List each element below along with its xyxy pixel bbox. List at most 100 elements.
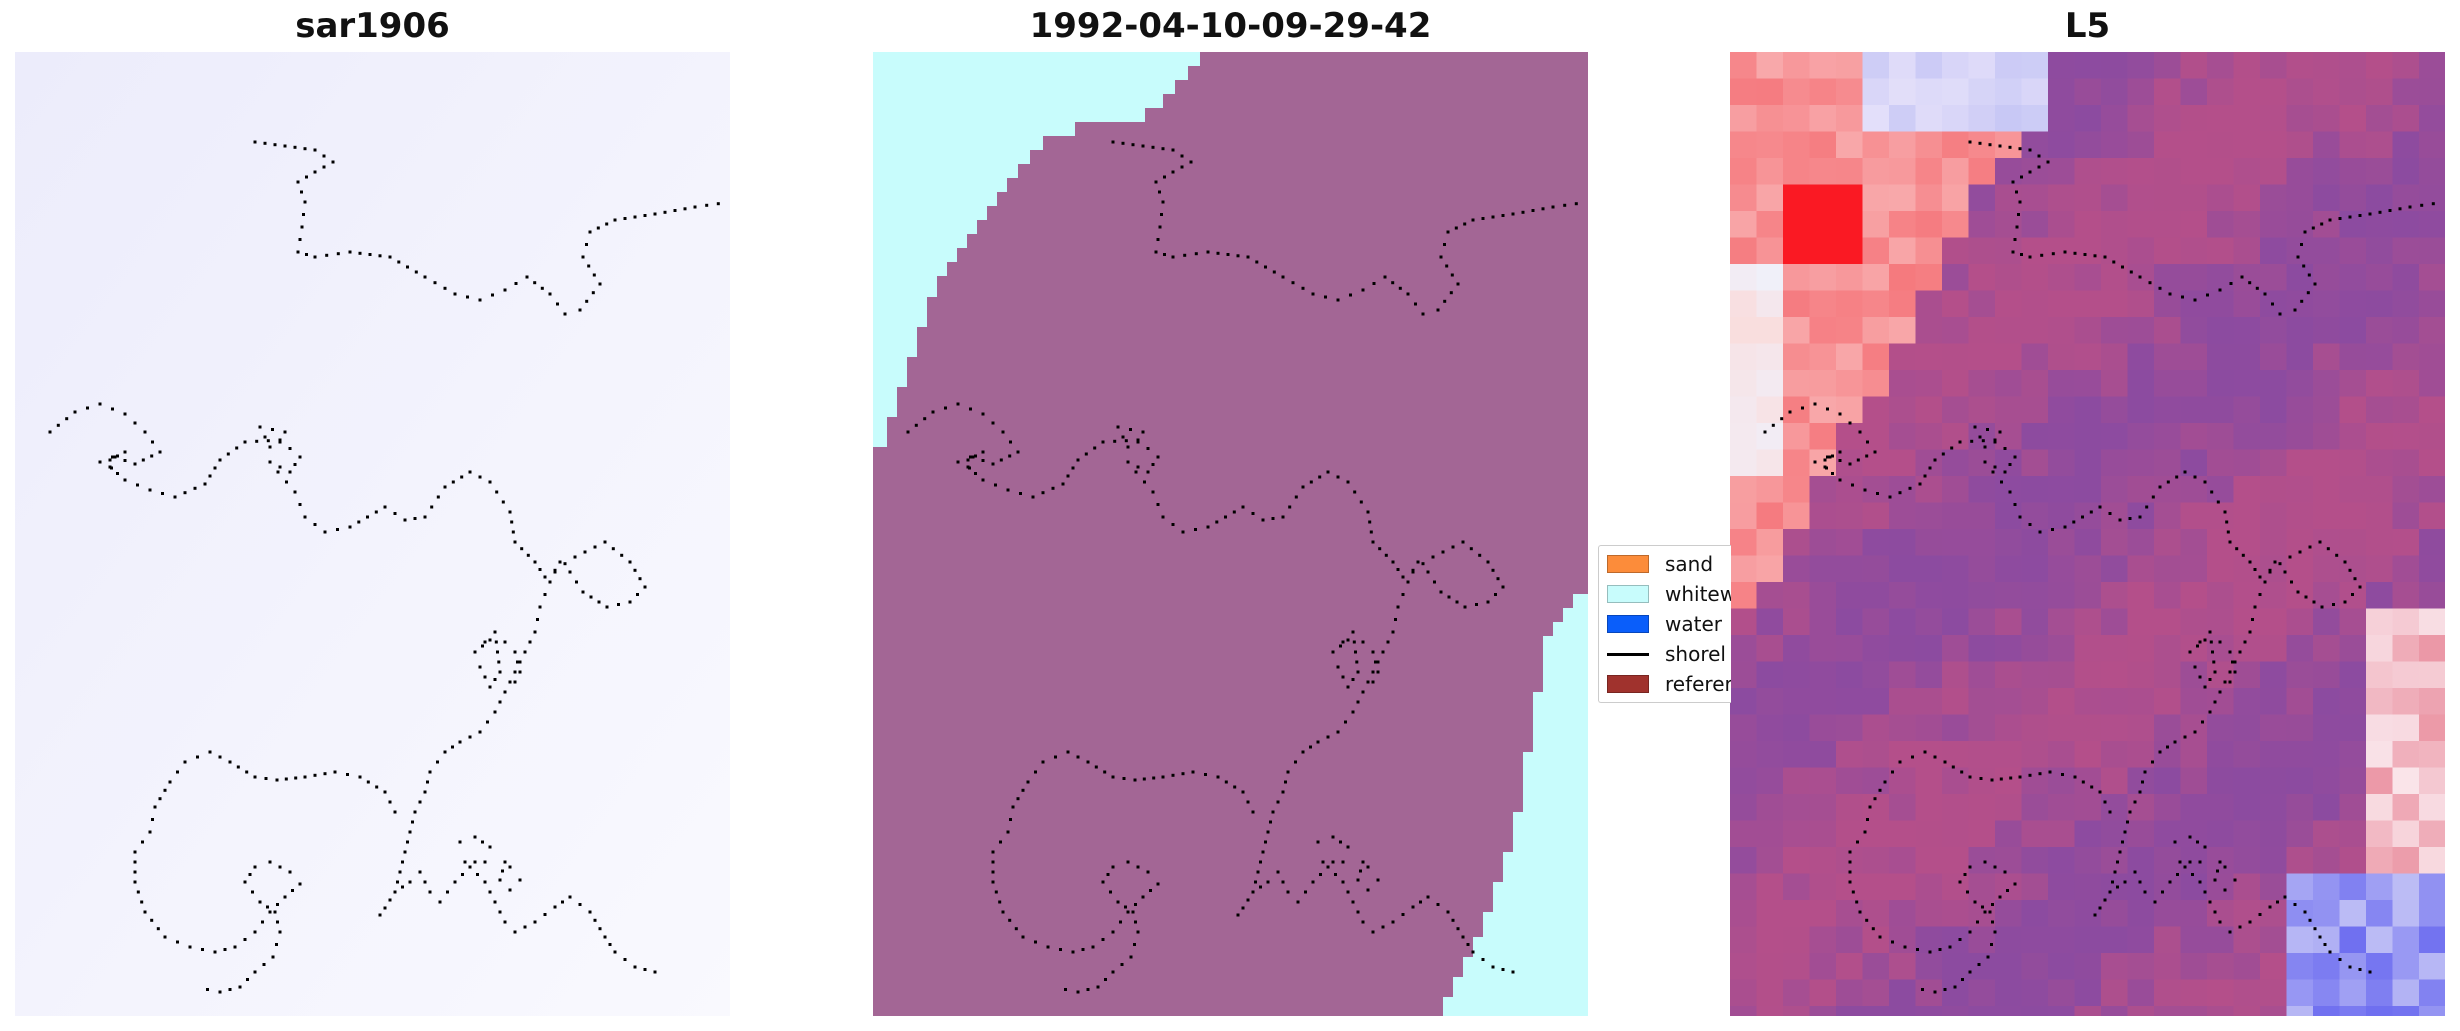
shoreline-point xyxy=(1411,568,1415,572)
shoreline-point xyxy=(1501,968,1505,971)
l5-pixel xyxy=(1756,343,1784,371)
shoreline-point xyxy=(255,439,259,443)
shoreline-point xyxy=(1259,860,1262,864)
l5-pixel xyxy=(2207,105,2235,133)
l5-pixel xyxy=(2233,52,2261,80)
l5-pixel xyxy=(1809,105,1837,133)
shoreline-point xyxy=(2121,265,2124,269)
l5-pixel xyxy=(1783,396,1811,424)
shoreline-point xyxy=(1369,530,1373,534)
l5-pixel xyxy=(2313,370,2341,398)
l5-pixel xyxy=(1862,714,1890,742)
l5-pixel xyxy=(2207,449,2235,477)
shoreline-point xyxy=(262,963,266,966)
l5-pixel xyxy=(2392,635,2420,663)
l5-pixel xyxy=(2260,873,2288,901)
l5-pixel xyxy=(2260,847,2288,875)
shoreline-point xyxy=(540,286,544,290)
l5-pixel xyxy=(2021,184,2049,212)
shoreline-point xyxy=(503,920,507,924)
l5-pixel xyxy=(2048,52,2076,80)
shoreline-point xyxy=(2388,209,2392,212)
shoreline-point xyxy=(2037,154,2041,158)
l5-pixel xyxy=(2101,423,2129,451)
l5-pixel xyxy=(2392,290,2420,318)
legend-item-whitewater: whitew xyxy=(1607,582,1731,606)
l5-pixel xyxy=(1836,1006,1864,1016)
legend-item-reference: referer xyxy=(1607,672,1731,696)
shoreline-point xyxy=(176,940,179,944)
shoreline-point xyxy=(468,470,472,474)
l5-pixel xyxy=(2392,794,2420,822)
l5-pixel xyxy=(1836,158,1864,186)
shoreline-point xyxy=(201,948,204,951)
l5-pixel xyxy=(2074,582,2102,610)
l5-pixel xyxy=(1968,926,1996,954)
l5-pixel xyxy=(2127,608,2155,636)
shoreline-point xyxy=(2326,547,2330,551)
shoreline-point xyxy=(1171,170,1175,174)
shoreline-point xyxy=(2233,660,2237,664)
shoreline-point xyxy=(2188,860,2192,864)
l5-pixel xyxy=(1730,476,1758,504)
l5-pixel xyxy=(1809,52,1837,80)
shoreline-point xyxy=(1993,440,1997,444)
l5-pixel xyxy=(1915,184,1943,212)
l5-pixel xyxy=(2419,211,2445,239)
shoreline-point xyxy=(969,407,972,411)
shoreline-point xyxy=(1134,920,1137,924)
l5-pixel xyxy=(2392,979,2420,1007)
shoreline-point xyxy=(638,577,642,581)
l5-pixel xyxy=(1730,396,1758,424)
l5-pixel xyxy=(2260,317,2288,345)
shoreline-point xyxy=(1084,452,1088,456)
shoreline-point xyxy=(1259,885,1262,889)
shoreline-point xyxy=(123,450,127,454)
shoreline-point xyxy=(2248,920,2252,924)
shoreline-point xyxy=(1463,222,1467,226)
l5-pixel xyxy=(2154,396,2182,424)
shoreline-point xyxy=(1336,298,1340,302)
shoreline-point xyxy=(2063,250,2067,254)
shoreline-point xyxy=(253,140,257,144)
shoreline-point xyxy=(1096,985,1100,989)
l5-pixel xyxy=(2101,211,2129,239)
l5-pixel xyxy=(2233,158,2261,186)
shoreline-point xyxy=(453,292,457,296)
l5-pixel xyxy=(2101,52,2129,80)
shoreline-point xyxy=(1111,865,1115,869)
l5-pixel xyxy=(2392,184,2420,212)
shoreline-point xyxy=(1031,495,1035,499)
l5-pixel xyxy=(1889,820,1917,848)
shoreline-point xyxy=(478,475,482,479)
shoreline-point xyxy=(300,190,303,194)
shoreline-point xyxy=(511,530,515,534)
l5-pixel xyxy=(1889,608,1917,636)
shoreline-point xyxy=(253,775,257,779)
shoreline-point xyxy=(981,478,985,482)
l5-pixel xyxy=(1889,264,1917,292)
l5-pixel xyxy=(1862,290,1890,318)
l5-pixel xyxy=(1756,714,1784,742)
shoreline-point xyxy=(1251,810,1255,814)
shoreline-point xyxy=(443,286,447,290)
shoreline-point xyxy=(1898,760,1902,764)
l5-pixel xyxy=(1756,502,1784,530)
shoreline-point xyxy=(133,462,137,466)
l5-pixel xyxy=(1942,423,1970,451)
l5-pixel xyxy=(1862,131,1890,159)
l5-pixel xyxy=(2339,211,2367,239)
l5-pixel xyxy=(2154,449,2182,477)
shoreline-point xyxy=(1136,865,1140,869)
shoreline-point xyxy=(1171,255,1175,259)
shoreline-point xyxy=(663,210,667,214)
shoreline-point xyxy=(1266,830,1270,834)
l5-pixel xyxy=(1809,635,1837,663)
shoreline-point xyxy=(1447,595,1451,599)
l5-pixel xyxy=(2074,317,2102,345)
l5-pixel xyxy=(1968,582,1996,610)
l5-pixel xyxy=(2339,794,2367,822)
l5-pixel xyxy=(2260,926,2288,954)
shoreline-point xyxy=(486,720,489,724)
l5-pixel xyxy=(1968,158,1996,186)
